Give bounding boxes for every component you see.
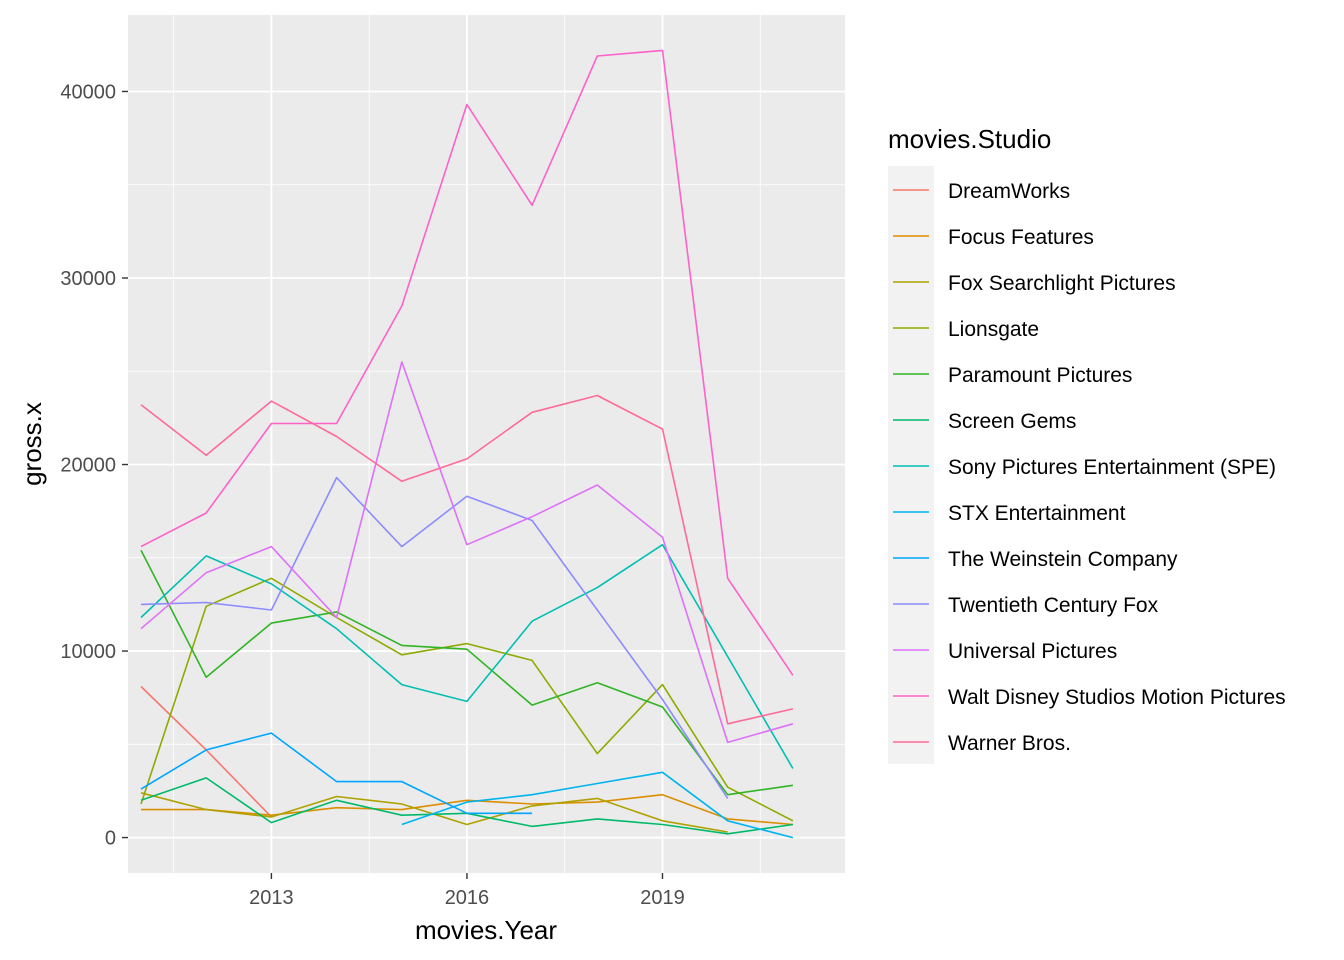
series-line	[140, 476, 729, 799]
x-tick-label: 2013	[249, 887, 294, 909]
legend-label: STX Entertainment	[948, 502, 1126, 525]
major-gridlines	[128, 15, 845, 873]
legend-label: Sony Pictures Entertainment (SPE)	[948, 456, 1276, 479]
series-line	[401, 771, 794, 839]
minor-gridlines	[128, 15, 845, 873]
series-line	[140, 577, 794, 822]
legend-label: The Weinstein Company	[948, 548, 1178, 571]
y-tick-label: 20000	[60, 455, 116, 477]
series-lines	[140, 49, 794, 839]
legend-key-background	[888, 166, 934, 764]
legend-label: Fox Searchlight Pictures	[948, 272, 1176, 295]
legend-label: DreamWorks	[948, 180, 1070, 203]
y-axis: 0 10000 20000 30000 40000	[60, 81, 128, 850]
legend-label: Walt Disney Studios Motion Pictures	[948, 686, 1286, 709]
y-tick-label: 40000	[60, 81, 116, 103]
legend-label: Screen Gems	[948, 410, 1076, 433]
legend-label: Focus Features	[948, 226, 1094, 249]
series-line	[140, 394, 794, 725]
legend-label: Paramount Pictures	[948, 364, 1132, 387]
series-line	[141, 793, 793, 826]
legend-title: movies.Studio	[888, 124, 1051, 154]
y-tick-label: 0	[105, 828, 116, 850]
series-line	[140, 361, 794, 744]
y-tick-label: 10000	[60, 641, 116, 663]
legend-label: Universal Pictures	[948, 640, 1117, 663]
y-tick-label: 30000	[60, 268, 116, 290]
x-axis: 2013 2016 2019	[249, 873, 685, 909]
x-axis-label: movies.Year	[415, 915, 557, 945]
x-tick-label: 2016	[445, 887, 490, 909]
legend-label: Twentieth Century Fox	[948, 594, 1159, 617]
series-line	[140, 732, 533, 815]
series-line	[140, 549, 794, 796]
series-line	[140, 543, 794, 769]
series-line	[140, 49, 794, 676]
y-axis-label: gross.x	[17, 402, 47, 486]
x-tick-label: 2019	[640, 887, 685, 909]
legend: movies.Studio DreamWorks Focus Features Fo…	[888, 124, 1286, 764]
legend-items: DreamWorks Focus Features Fox Searchlight …	[893, 180, 1286, 755]
legend-label: Lionsgate	[948, 318, 1039, 341]
legend-label: Warner Bros.	[948, 732, 1071, 755]
